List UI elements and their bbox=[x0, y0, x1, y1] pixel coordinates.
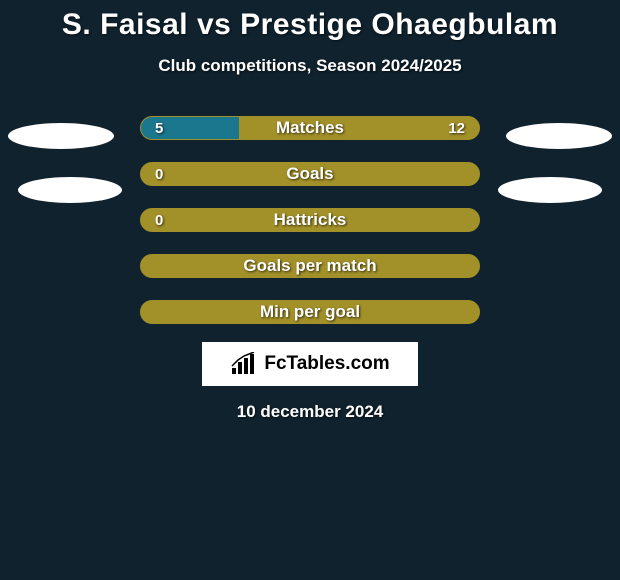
stat-row-goals: 0 Goals bbox=[70, 162, 550, 186]
root-container: S. Faisal vs Prestige Ohaegbulam Club co… bbox=[0, 0, 620, 580]
stat-gpm-label: Goals per match bbox=[141, 256, 479, 276]
stat-matches-label: Matches bbox=[141, 118, 479, 138]
stat-row-matches: 5 Matches 12 bbox=[70, 116, 550, 140]
stat-bar-mpg: Min per goal bbox=[140, 300, 480, 324]
subtitle: Club competitions, Season 2024/2025 bbox=[0, 56, 620, 76]
logo-box[interactable]: FcTables.com bbox=[202, 342, 418, 386]
stat-goals-label: Goals bbox=[141, 164, 479, 184]
bars-icon bbox=[230, 352, 260, 376]
stat-row-gpm: Goals per match bbox=[70, 254, 550, 278]
stat-matches-right-value: 12 bbox=[448, 120, 465, 137]
page-title: S. Faisal vs Prestige Ohaegbulam bbox=[0, 0, 620, 42]
stat-row-hattricks: 0 Hattricks bbox=[70, 208, 550, 232]
stat-hattricks-label: Hattricks bbox=[141, 210, 479, 230]
stat-bar-gpm: Goals per match bbox=[140, 254, 480, 278]
stat-bar-matches: 5 Matches 12 bbox=[140, 116, 480, 140]
stat-mpg-label: Min per goal bbox=[141, 302, 479, 322]
date-line: 10 december 2024 bbox=[0, 402, 620, 422]
logo-text: FcTables.com bbox=[264, 353, 389, 375]
stat-bar-goals: 0 Goals bbox=[140, 162, 480, 186]
stat-bar-hattricks: 0 Hattricks bbox=[140, 208, 480, 232]
stats-container: 5 Matches 12 0 Goals 0 Hattricks bbox=[0, 116, 620, 324]
stat-row-mpg: Min per goal bbox=[70, 300, 550, 324]
